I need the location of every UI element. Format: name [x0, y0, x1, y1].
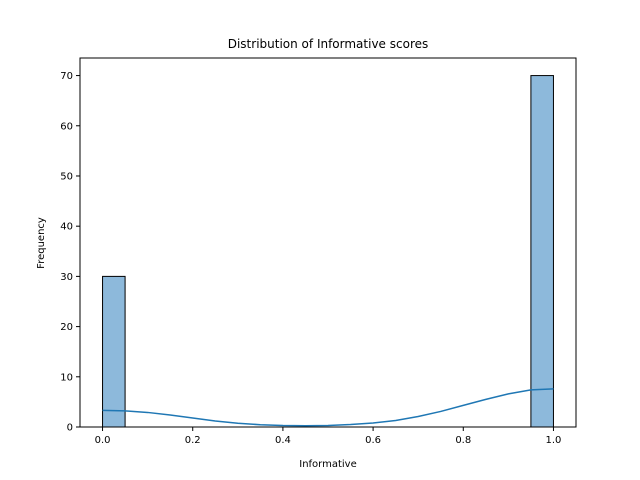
histogram-bar [102, 275, 126, 428]
x-tick-label: 0.6 [365, 435, 381, 446]
chart-title: Distribution of Informative scores [228, 37, 429, 51]
y-axis-ticks: 0 10 20 30 40 50 60 70 [60, 71, 80, 434]
y-tick-label: 10 [60, 372, 73, 383]
x-axis-label: Informative [299, 459, 357, 470]
x-tick-label: 0.0 [95, 435, 111, 446]
y-tick-label: 30 [60, 272, 73, 283]
x-tick-label: 1.0 [546, 435, 562, 446]
x-tick-label: 0.8 [455, 435, 471, 446]
bars-group [102, 75, 554, 428]
y-tick-label: 50 [60, 171, 73, 182]
y-tick-label: 0 [67, 423, 73, 434]
y-tick-label: 20 [60, 322, 73, 333]
y-tick-label: 60 [60, 121, 73, 132]
y-tick-label: 40 [60, 222, 73, 233]
x-tick-label: 0.2 [185, 435, 201, 446]
y-tick-label: 70 [60, 71, 73, 82]
plot-frame [79, 57, 577, 428]
histogram-bar [530, 75, 554, 428]
x-tick-label: 0.4 [275, 435, 291, 446]
y-axis-label: Frequency [36, 217, 47, 269]
kde-curve [102, 388, 554, 427]
x-axis-ticks: 0.0 0.2 0.4 0.6 0.8 1.0 [95, 427, 562, 446]
